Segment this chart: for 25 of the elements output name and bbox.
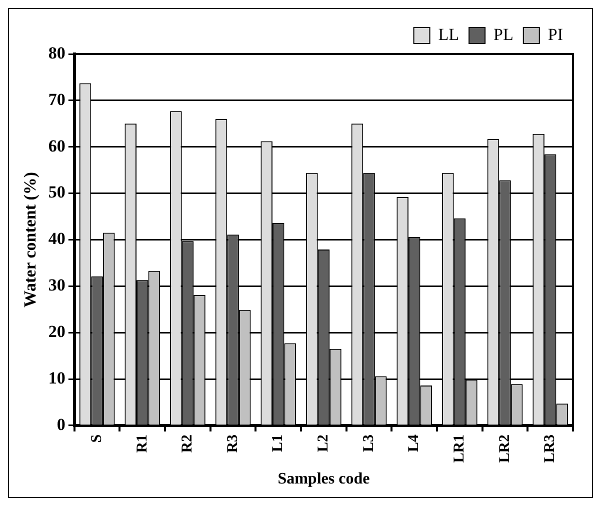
- y-tick-label: 0: [56, 414, 66, 434]
- legend-label: PL: [494, 24, 514, 44]
- x-tick-label: L4: [406, 434, 422, 452]
- x-tick-label: LR3: [542, 434, 558, 463]
- x-tick-label: LR2: [496, 434, 513, 463]
- x-tick-label: R1: [134, 434, 150, 453]
- y-tick-label: 80: [48, 43, 66, 62]
- x-tick-label: S: [88, 434, 105, 443]
- x-tick-label: R2: [180, 434, 196, 453]
- y-tick-label: 10: [48, 368, 66, 388]
- legend-label: PI: [548, 24, 564, 44]
- y-tick-label: 30: [48, 276, 66, 295]
- x-tick-label: L2: [316, 434, 332, 452]
- y-tick-label: 50: [48, 182, 66, 202]
- y-tick-label: 60: [48, 136, 66, 156]
- y-tick-label: 70: [48, 90, 66, 109]
- legend-label: LL: [438, 24, 460, 44]
- x-tick-label: R3: [224, 434, 241, 453]
- x-axis-title: Samples code: [278, 470, 370, 488]
- y-tick-label: 40: [48, 229, 66, 248]
- y-axis-title: Water content (%): [20, 172, 40, 308]
- y-tick-label: 20: [48, 322, 66, 341]
- x-tick-label: L1: [270, 434, 286, 452]
- x-tick-label: LR1: [452, 434, 468, 463]
- x-tick-label: L3: [360, 434, 377, 452]
